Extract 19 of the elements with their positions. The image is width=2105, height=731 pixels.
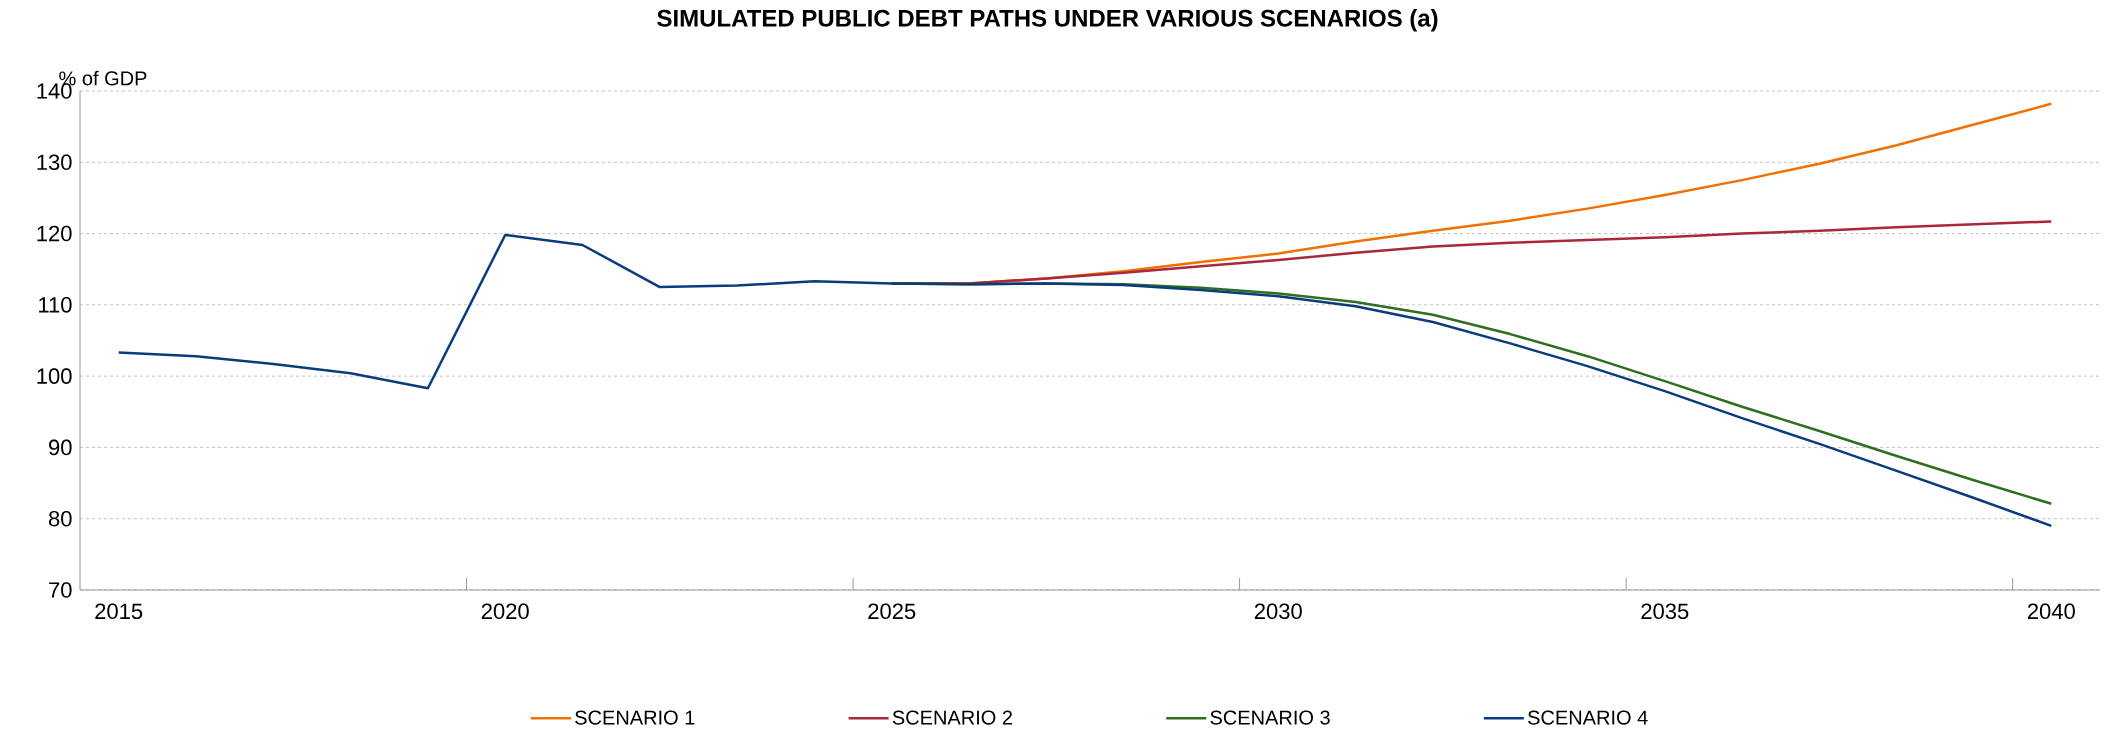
- x-tick-label: 2030: [1254, 603, 1302, 620]
- legend-label: SCENARIO 2: [892, 710, 1012, 725]
- y-tick-label: 120: [37, 225, 72, 242]
- y-tick-label: 80: [48, 510, 72, 527]
- y-tick-label: 70: [49, 582, 72, 598]
- legend-label: SCENARIO 1: [575, 710, 695, 725]
- line-series: [117, 233, 2053, 528]
- x-tick-label: 2040: [2027, 603, 2075, 620]
- y-tick-label: 130: [37, 154, 72, 171]
- x-tick-label: 2035: [1641, 603, 1689, 620]
- legend-label: SCENARIO 4: [1528, 710, 1648, 725]
- y-tick-label: 110: [39, 297, 72, 313]
- x-tick-label: 2020: [481, 603, 529, 620]
- legend-label: SCENARIO 3: [1210, 710, 1330, 725]
- y-tick-label: 100: [37, 368, 72, 384]
- x-tick-label: 2025: [868, 603, 916, 620]
- chart-title: SIMULATED PUBLIC DEBT PATHS UNDER VARIOUS SCENARIOS (a): [657, 9, 1438, 32]
- x-tick-label: 2015: [95, 603, 143, 620]
- y-tick-label: 90: [49, 439, 72, 456]
